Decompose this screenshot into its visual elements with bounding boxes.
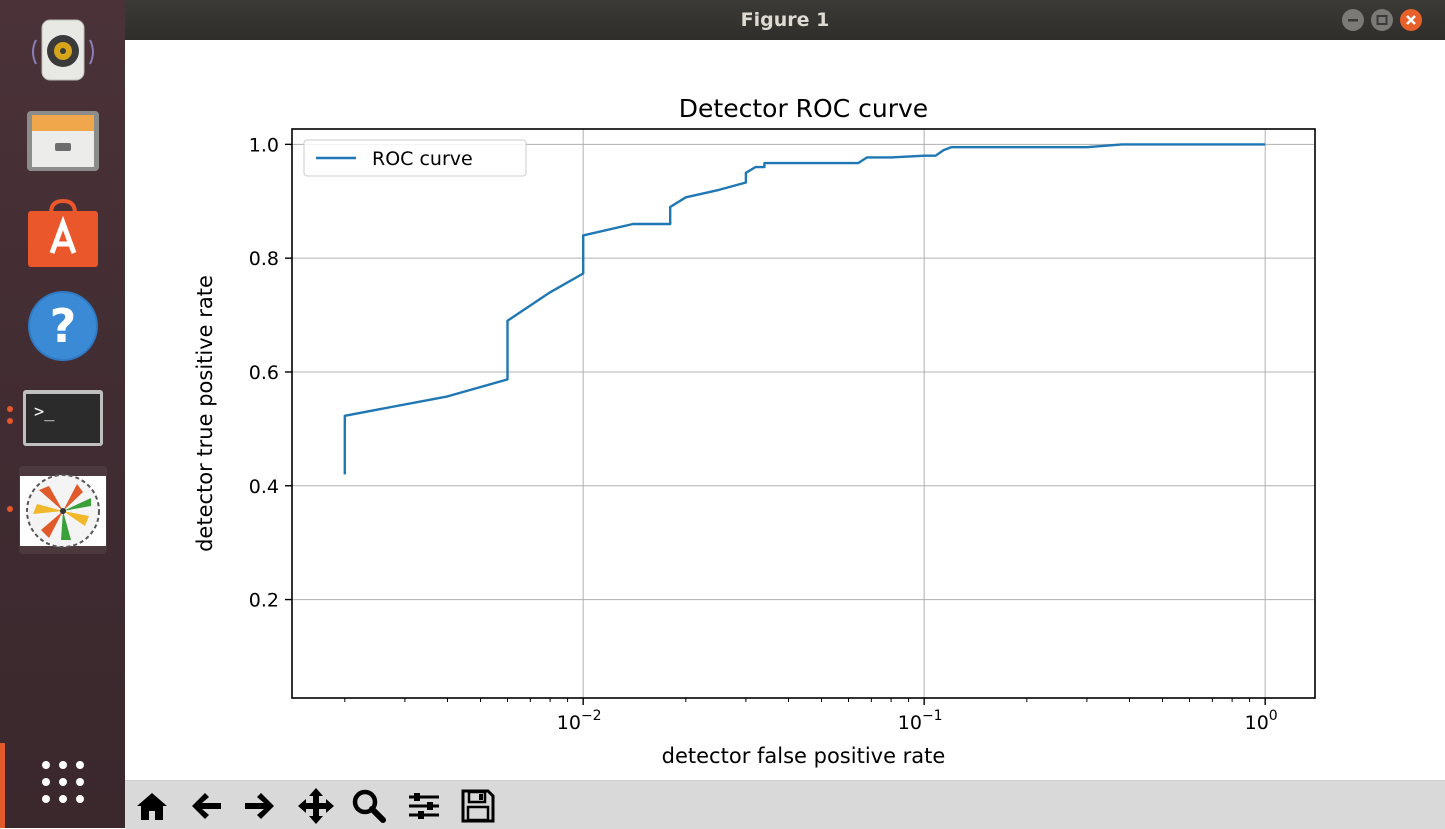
roc-curve-line — [343, 143, 1266, 475]
forward-arrow-icon — [245, 793, 274, 819]
save-icon — [461, 789, 495, 823]
launcher-item-files[interactable] — [19, 96, 107, 184]
legend: ROC curve — [303, 139, 527, 177]
launcher-item-terminal[interactable]: >_ — [19, 374, 107, 462]
x-tick-label: 10−2 — [557, 708, 602, 734]
x-tick-label: 10−1 — [898, 708, 943, 734]
x-axis-label: detector false positive rate — [662, 744, 946, 768]
x-tick-label-exponent: 0 — [1269, 708, 1278, 724]
back-arrow-icon — [192, 793, 221, 819]
launcher-accent — [0, 743, 5, 828]
forward-button[interactable] — [239, 786, 281, 826]
pan-button[interactable] — [295, 786, 337, 826]
maximize-icon — [1376, 15, 1388, 25]
axes-frame — [291, 128, 1316, 699]
figure-canvas[interactable]: 0.2 0.4 0.6 0.8 1.0 10−2 10−1 100 Detector ROC … — [125, 40, 1445, 780]
launcher-item-help[interactable]: ? — [19, 282, 107, 370]
close-icon — [1406, 15, 1416, 25]
y-axis-label: detector true positive rate — [193, 275, 217, 552]
window-titlebar[interactable]: Figure 1 — [125, 0, 1445, 40]
launcher-item-figure-app[interactable] — [19, 466, 107, 554]
running-indicator — [7, 418, 13, 424]
running-indicator — [7, 506, 13, 512]
minimize-icon — [1348, 19, 1358, 22]
roc-chart: 0.2 0.4 0.6 0.8 1.0 10−2 10−1 100 Detector ROC … — [193, 94, 1316, 768]
y-tick-label: 0.2 — [249, 590, 279, 612]
pinwheel-icon — [20, 474, 106, 548]
pan-icon — [298, 788, 334, 824]
configure-subplots-icon — [409, 793, 439, 819]
back-button[interactable] — [185, 786, 227, 826]
zoom-icon — [352, 789, 386, 823]
configure-subplots-button[interactable] — [403, 786, 445, 826]
shopping-bag-icon — [28, 198, 98, 267]
chart-title: Detector ROC curve — [679, 94, 928, 123]
window-title: Figure 1 — [740, 9, 830, 31]
y-tick-label: 0.6 — [249, 362, 279, 384]
file-cabinet-icon — [27, 111, 99, 171]
launcher-item-show-apps[interactable] — [19, 738, 107, 826]
running-indicator — [7, 406, 13, 412]
launcher: ? >_ — [0, 0, 125, 828]
svg-text:?: ? — [50, 299, 77, 353]
terminal-icon: >_ — [23, 390, 103, 446]
x-tick-label-exponent: −1 — [922, 708, 943, 724]
y-tick-label: 0.4 — [249, 476, 279, 498]
minimize-button[interactable] — [1342, 9, 1364, 31]
figure-toolbar — [125, 780, 1445, 829]
launcher-item-rhythmbox[interactable] — [19, 5, 107, 93]
home-icon — [137, 793, 167, 820]
home-button[interactable] — [131, 786, 173, 826]
launcher-item-software[interactable] — [19, 189, 107, 277]
y-tick-label: 0.8 — [249, 248, 279, 270]
x-tick-label: 100 — [1245, 708, 1278, 734]
x-tick-label-exponent: −2 — [581, 708, 602, 724]
question-icon: ? — [28, 291, 98, 361]
maximize-button[interactable] — [1371, 9, 1393, 31]
app-grid-icon — [42, 761, 84, 803]
legend-label: ROC curve — [372, 148, 473, 170]
legend-box — [303, 139, 527, 177]
save-button[interactable] — [457, 786, 499, 826]
y-tick-label: 1.0 — [249, 134, 279, 156]
svg-text:>_: >_ — [34, 402, 55, 422]
zoom-button[interactable] — [348, 786, 390, 826]
speaker-icon — [32, 19, 94, 81]
close-button[interactable] — [1400, 9, 1422, 31]
